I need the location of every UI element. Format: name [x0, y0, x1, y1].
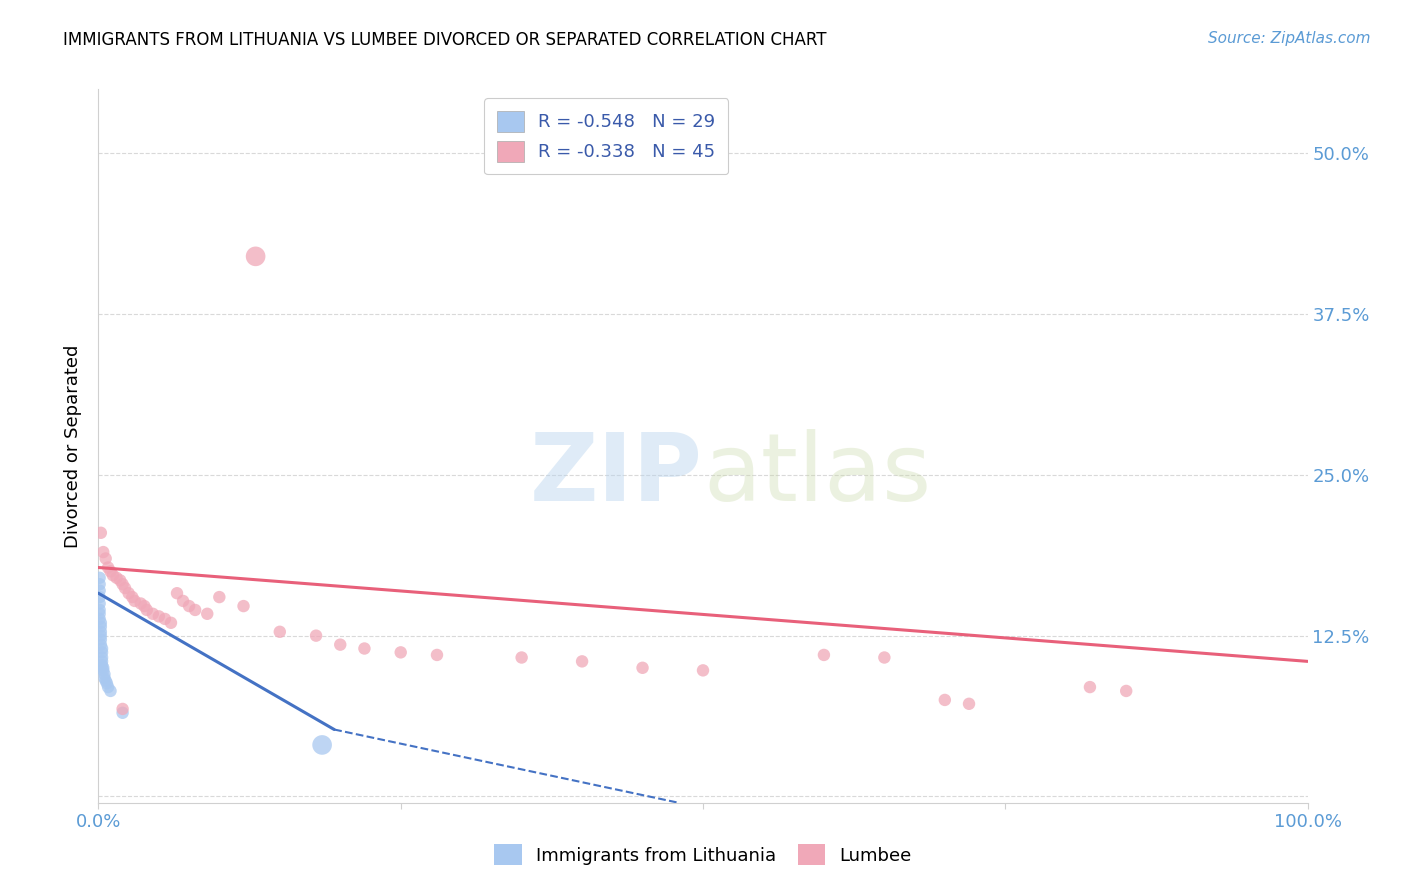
Legend: R = -0.548   N = 29, R = -0.338   N = 45: R = -0.548 N = 29, R = -0.338 N = 45: [484, 98, 728, 174]
Point: [91, 661, 114, 675]
Point: [179, 599, 201, 613]
Point: [111, 577, 134, 591]
Point: [89, 571, 111, 585]
Point: [91, 658, 114, 673]
Point: [208, 590, 231, 604]
Point: [91, 545, 114, 559]
Point: [97, 680, 120, 694]
Point: [89, 583, 111, 598]
Point: [124, 594, 146, 608]
Point: [91, 664, 114, 678]
Point: [129, 597, 152, 611]
Point: [90, 624, 112, 639]
Point: [1115, 684, 1137, 698]
Point: [184, 603, 207, 617]
Point: [90, 615, 112, 630]
Point: [91, 650, 114, 665]
Point: [135, 603, 157, 617]
Point: [134, 599, 156, 613]
Point: [692, 664, 714, 678]
Point: [957, 697, 980, 711]
Point: [90, 629, 112, 643]
Point: [510, 650, 533, 665]
Point: [1078, 680, 1101, 694]
Text: ZIP: ZIP: [530, 428, 703, 521]
Legend: Immigrants from Lithuania, Lumbee: Immigrants from Lithuania, Lumbee: [488, 837, 918, 872]
Point: [94, 551, 117, 566]
Point: [100, 565, 122, 579]
Point: [631, 661, 654, 675]
Point: [269, 624, 291, 639]
Point: [118, 586, 141, 600]
Point: [153, 612, 176, 626]
Point: [93, 671, 115, 685]
Point: [114, 581, 136, 595]
Point: [166, 586, 188, 600]
Point: [172, 594, 194, 608]
Point: [105, 571, 128, 585]
Point: [94, 673, 117, 688]
Point: [142, 607, 165, 621]
Point: [91, 641, 114, 656]
Point: [305, 629, 328, 643]
Point: [389, 645, 412, 659]
Point: [91, 654, 114, 668]
Point: [89, 597, 111, 611]
Point: [934, 693, 956, 707]
Point: [873, 650, 896, 665]
Point: [813, 648, 835, 662]
Point: [232, 599, 254, 613]
Point: [89, 612, 111, 626]
Point: [100, 684, 122, 698]
Point: [121, 590, 143, 604]
Point: [160, 615, 183, 630]
Point: [571, 654, 593, 668]
Point: [101, 568, 124, 582]
Point: [426, 648, 449, 662]
Point: [311, 738, 333, 752]
Text: atlas: atlas: [703, 428, 931, 521]
Point: [91, 645, 114, 659]
Point: [89, 590, 111, 604]
Point: [108, 574, 131, 588]
Y-axis label: Divorced or Separated: Divorced or Separated: [65, 344, 83, 548]
Point: [195, 607, 218, 621]
Point: [111, 706, 134, 720]
Point: [89, 603, 111, 617]
Point: [90, 525, 112, 540]
Text: IMMIGRANTS FROM LITHUANIA VS LUMBEE DIVORCED OR SEPARATED CORRELATION CHART: IMMIGRANTS FROM LITHUANIA VS LUMBEE DIVO…: [63, 31, 827, 49]
Point: [111, 702, 134, 716]
Point: [90, 620, 112, 634]
Point: [90, 632, 112, 647]
Point: [93, 667, 115, 681]
Point: [148, 609, 170, 624]
Text: Source: ZipAtlas.com: Source: ZipAtlas.com: [1208, 31, 1371, 46]
Point: [97, 560, 120, 574]
Point: [90, 638, 112, 652]
Point: [89, 577, 111, 591]
Point: [353, 641, 375, 656]
Point: [96, 676, 118, 690]
Point: [89, 607, 111, 621]
Point: [245, 249, 267, 263]
Point: [329, 638, 352, 652]
